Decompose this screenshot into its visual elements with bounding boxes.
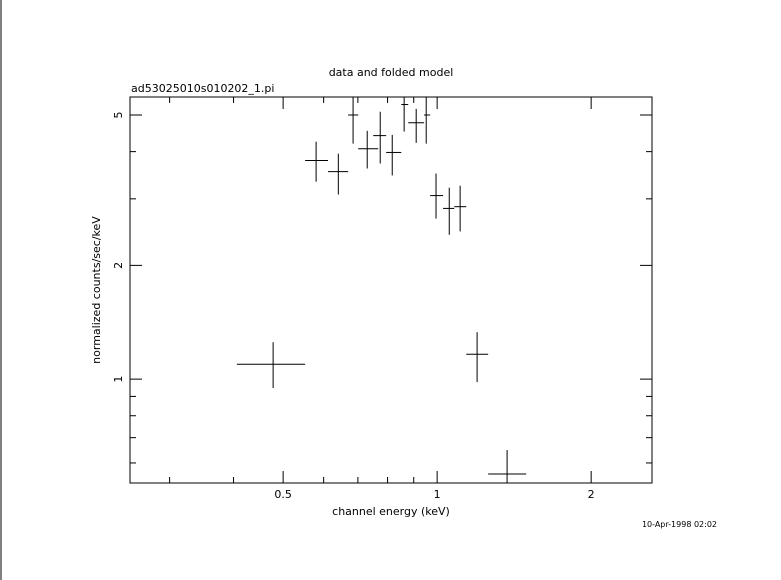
x-tick-label: 1: [434, 488, 441, 501]
x-tick-label: 2: [588, 488, 595, 501]
plot-frame: [129, 96, 653, 484]
plot-area: [236, 97, 527, 483]
x-axis-label: channel energy (keV): [332, 505, 450, 518]
chart-subtitle: ad53025010s010202_1.pi: [131, 82, 274, 95]
x-tick-label: 0.5: [274, 488, 292, 501]
y-tick-label: 1: [112, 376, 125, 383]
timestamp: 10-Apr-1998 02:02: [642, 520, 717, 529]
chart-title: data and folded model: [329, 66, 454, 79]
y-axis-label: normalized counts/sec/keV: [90, 216, 103, 364]
y-tick-label: 2: [112, 262, 125, 269]
y-tick-label: 5: [112, 112, 125, 119]
